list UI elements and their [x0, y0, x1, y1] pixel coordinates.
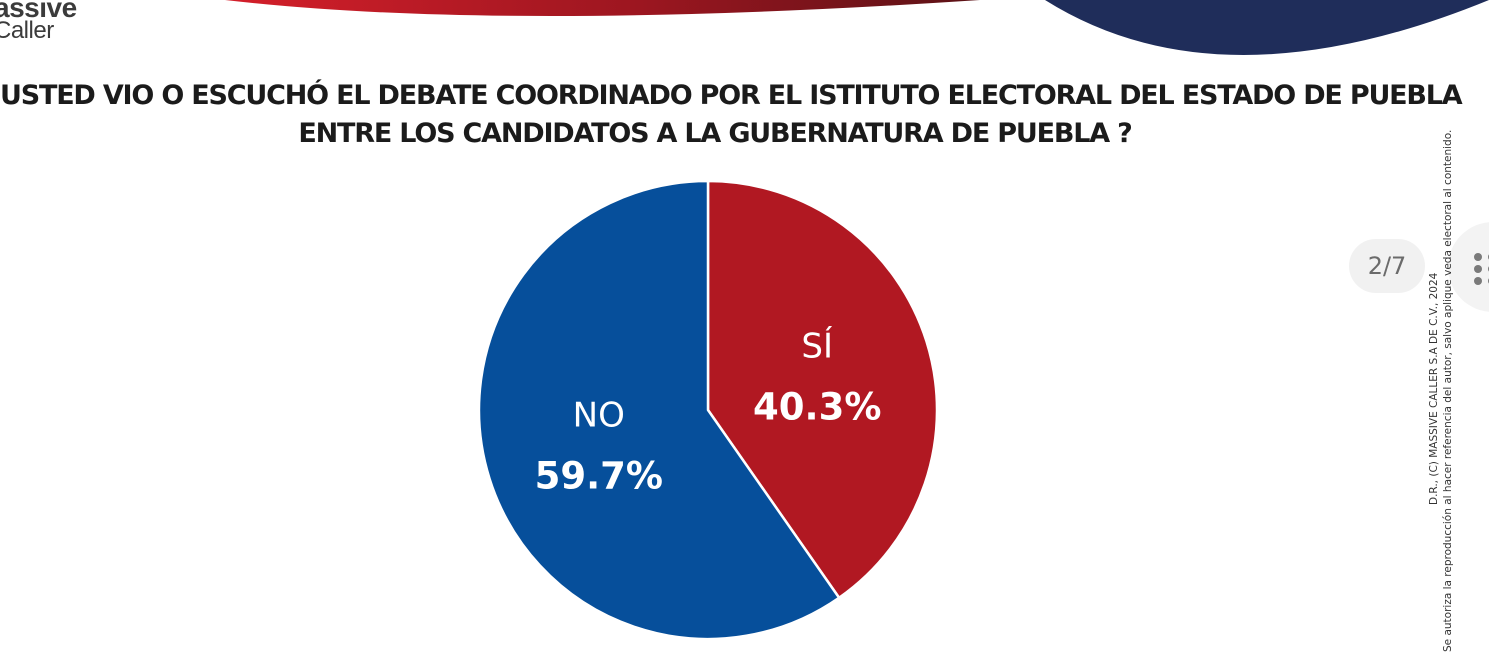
logo-line-1: assive — [0, 0, 77, 23]
chart-title-line-2: ENTRE LOS CANDIDATOS A LA GUBERNATURA DE… — [298, 118, 1132, 149]
pie-chart: SÍ 40.3% NO 59.7% — [477, 179, 939, 641]
copyright-notice: D.R., (C) MASSIVE CALLER S.A DE C.V., 20… — [1428, 272, 1440, 505]
reproduction-notice: Se autoriza la reproducción al hacer ref… — [1442, 129, 1454, 652]
slice-label-si: SÍ — [801, 326, 833, 367]
chart-title-line-1: USTED VIO O ESCUCHÓ EL DEBATE COORDINADO… — [0, 80, 1463, 111]
pie-slice-si — [706, 179, 939, 600]
slice-label-no: NO — [573, 395, 625, 435]
pie-slice-no — [477, 179, 841, 641]
slice-value-si: 40.3% — [753, 386, 881, 429]
logo-line-2: Caller — [0, 17, 54, 44]
slice-value-no: 59.7% — [535, 454, 663, 497]
page-indicator[interactable]: 2/7 — [1349, 239, 1425, 293]
red-arc-decoration — [225, 0, 980, 16]
massive-caller-logo: assive Caller — [0, 0, 77, 43]
navy-arc-decoration — [1045, 0, 1489, 55]
